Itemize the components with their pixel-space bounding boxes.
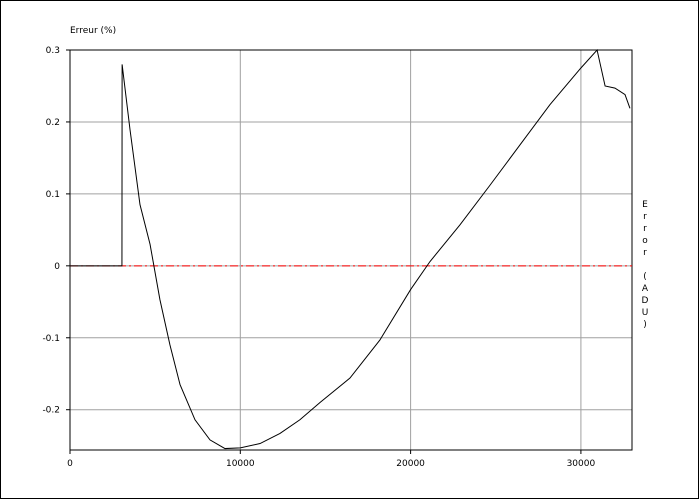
x-tick-label: 0	[67, 459, 73, 469]
y-tick-label: -0.2	[42, 406, 60, 416]
x-tick-label: 30000	[567, 459, 596, 469]
y-tick-label: 0	[54, 262, 60, 272]
plot-area	[69, 49, 633, 451]
y-tick-label: -0.1	[42, 334, 60, 344]
x-tick-label: 20000	[396, 459, 425, 469]
y-axis-label: Erreur (%)	[70, 26, 116, 36]
x-tick-label: 10000	[226, 459, 255, 469]
y2-axis-label: Error (ADU)	[640, 200, 650, 332]
y-tick-label: 0.2	[46, 118, 60, 128]
y-tick-label: 0.3	[46, 46, 60, 56]
y-tick-label: 0.1	[46, 190, 60, 200]
data-line	[70, 48, 631, 450]
